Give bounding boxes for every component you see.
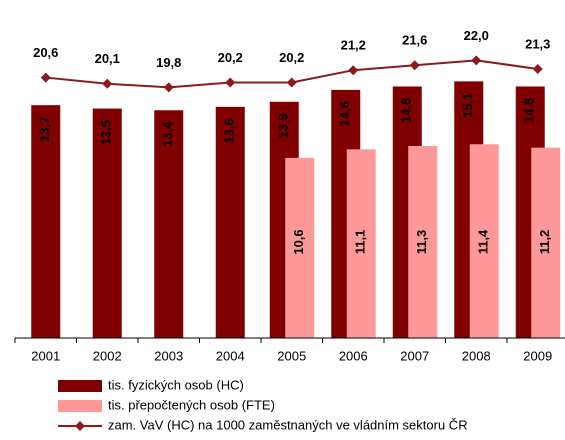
data-label: 14,8 [522, 98, 537, 123]
legend-swatch [58, 400, 102, 412]
legend-swatch [75, 421, 85, 431]
data-label: 11,2 [537, 230, 552, 255]
x-tick-label: 2009 [523, 348, 552, 363]
x-tick-label: 2007 [400, 348, 429, 363]
x-tick-label: 2005 [277, 348, 306, 363]
legend-swatch [58, 380, 102, 392]
marker [286, 77, 297, 88]
bar [154, 110, 184, 338]
data-label: 22,0 [464, 28, 489, 43]
bar [408, 145, 438, 338]
x-tick-label: 2003 [154, 348, 183, 363]
marker [102, 78, 113, 89]
data-label: 21,2 [341, 38, 366, 53]
data-label: 10,6 [291, 229, 306, 254]
data-label: 19,8 [156, 55, 181, 70]
data-label: 20,2 [279, 50, 304, 65]
data-label: 20,1 [95, 51, 120, 66]
x-tick-label: 2004 [216, 348, 245, 363]
data-label: 20,2 [218, 50, 243, 65]
x-tick-label: 2001 [31, 348, 60, 363]
bar [31, 105, 61, 338]
data-label: 11,1 [353, 230, 368, 255]
marker [40, 72, 51, 83]
legend-label: tis. fyzických osob (HC) [108, 377, 244, 392]
data-label: 13,9 [276, 113, 291, 138]
data-label: 15,1 [460, 93, 475, 118]
marker [163, 82, 174, 93]
bar [92, 108, 122, 338]
x-tick-label: 2002 [93, 348, 122, 363]
data-label: 14,8 [399, 98, 414, 123]
x-tick-label: 2008 [462, 348, 491, 363]
data-label: 11,4 [476, 229, 491, 254]
legend-label: zam. VaV (HC) na 1000 zaměstnaných ve vl… [108, 417, 468, 432]
marker [348, 65, 359, 76]
x-tick-label: 2006 [339, 348, 368, 363]
data-label: 11,3 [414, 230, 429, 255]
data-label: 13,7 [37, 117, 52, 142]
data-label: 20,6 [33, 45, 58, 60]
bar [215, 106, 245, 338]
bar [531, 147, 561, 338]
bar [285, 157, 315, 338]
marker [532, 63, 543, 74]
data-label: 21,6 [402, 33, 427, 48]
bar [346, 149, 376, 338]
marker [225, 77, 236, 88]
data-label: 13,6 [222, 118, 237, 143]
legend-label: tis. přepočtených osob (FTE) [108, 397, 275, 412]
bar [469, 144, 499, 338]
data-label: 13,4 [160, 121, 175, 147]
marker [409, 60, 420, 71]
data-label: 13,5 [99, 120, 114, 145]
data-label: 14,6 [337, 101, 352, 126]
marker [471, 55, 482, 66]
data-label: 21,3 [525, 36, 550, 51]
